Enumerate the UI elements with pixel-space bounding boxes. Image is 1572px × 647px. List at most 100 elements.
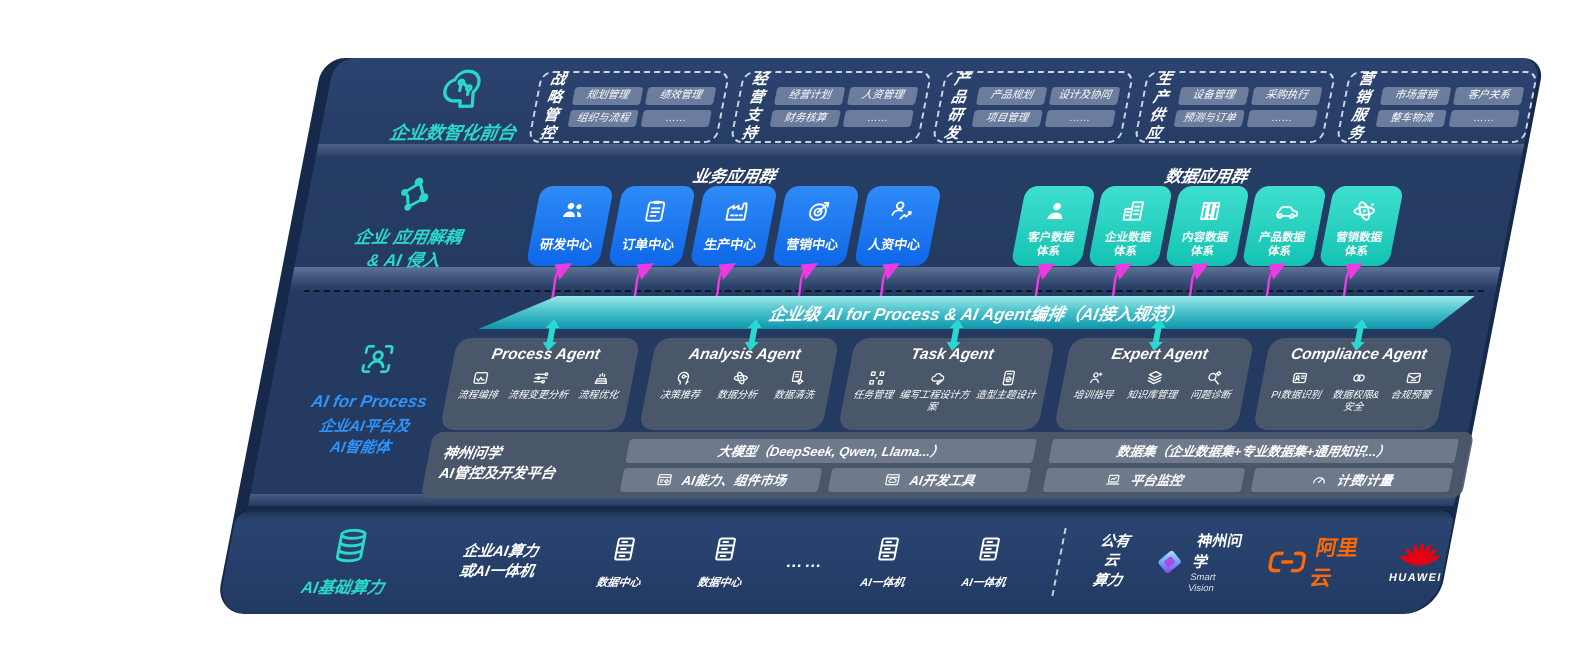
capability-pill: 采购执行 — [1250, 86, 1323, 105]
server-icon — [979, 537, 1001, 560]
target-icon — [808, 201, 829, 221]
data-group-title: 数据应用群 — [1163, 168, 1250, 186]
capability-pill: 客户关系 — [1452, 86, 1525, 105]
agent-item: 数据权限& 安全 — [1329, 369, 1384, 413]
diagnosis-icon — [1208, 370, 1222, 385]
data-analysis-atom-icon — [733, 371, 748, 385]
up-down-arrow-icon — [946, 319, 964, 351]
group-strategy: 战略 管控 规划管理 绩效管理 组织与流程 …… — [527, 71, 731, 143]
vendor-name: 神州问学 — [1191, 533, 1244, 571]
group-label: 产品 研发 — [942, 71, 972, 142]
decision-head-icon — [677, 371, 689, 385]
theme-design-icon — [1002, 370, 1016, 386]
capability-pill: 规划管理 — [571, 86, 644, 105]
application-band: 企业 应用解耦 & AI 侵入 业务应用群 研发中心 订单中心 — [289, 158, 1522, 293]
agent-panel-task: Task Agent 任务管理 编写工程设计方案 造型主题设计 — [837, 338, 1056, 430]
up-down-arrow-icon — [744, 319, 762, 351]
cell-label: 平台监控 — [1129, 473, 1184, 488]
capability-pill: …… — [1246, 109, 1318, 128]
dataset-bar: 数据集（企业数据集+专业数据集+通用知识...） — [1047, 438, 1460, 463]
agent-item: 任务管理 — [850, 369, 899, 413]
agent-item-label: 流程编排 — [456, 390, 499, 401]
front-stage-groups: 战略 管控 规划管理 绩效管理 组织与流程 …… 经营 支持 经营计划 人资管理… — [527, 71, 1539, 143]
agent-item-label: 造型主题设计 — [974, 390, 1037, 401]
up-down-arrow-icon — [542, 319, 560, 351]
node-label: 数据中心 — [595, 576, 642, 589]
agent-row: Process Agent 流程编排 流程变更分析 流程优化 Analysis … — [439, 338, 1454, 430]
card-label: 产品数据 体系 — [1257, 232, 1307, 258]
server-icon — [878, 537, 900, 560]
capability-pill: 项目管理 — [971, 109, 1043, 128]
agent-item: 知识库管理 — [1126, 369, 1182, 402]
id-card-icon — [1292, 372, 1307, 384]
group-label: 营销 服务 — [1346, 71, 1376, 142]
window-gear-icon — [657, 473, 673, 485]
data-cleansing-icon — [791, 370, 804, 385]
card-label: 人资中心 — [866, 237, 922, 252]
agent-item-label: 流程变更分析 — [506, 390, 569, 401]
group-production-supply: 生产 供应 设备管理 采购执行 预测与订单 …… — [1133, 71, 1337, 143]
capability-pill: …… — [1448, 109, 1520, 128]
knowledge-layers-icon — [1148, 370, 1163, 385]
agent-item: 问题诊断 — [1189, 369, 1235, 402]
ai-appliance-node: AI一体机 — [944, 535, 1032, 590]
infrastructure-band: AI基础算力 企业AI算力 或AI一体机 数据中心 数据中心 …… AI一体机 … — [216, 510, 1456, 614]
capability-pill: 人资管理 — [846, 86, 919, 105]
agent-item-label: 任务管理 — [851, 390, 895, 401]
agent-item: 数据清洗 — [773, 369, 819, 402]
card-marketing-data: 营销数据 体系 — [1318, 186, 1405, 266]
building-icon — [1122, 201, 1145, 221]
huawei-flower-icon — [1399, 543, 1440, 566]
architecture-diagram: 企业数智化前台 战略 管控 规划管理 绩效管理 组织与流程 …… 经营 支持 经… — [214, 58, 1555, 614]
group-label: 经营 支持 — [740, 71, 770, 142]
agent-panel-compliance: Compliance Agent PI数据识别 数据权限& 安全 合规预警 — [1252, 338, 1454, 430]
agent-item-label: 知识库管理 — [1125, 390, 1178, 401]
agent-item: 决策推荐 — [659, 369, 705, 402]
app-layer-header: 企业 应用解耦 & AI 侵入 — [315, 174, 506, 273]
dashed-divider — [1051, 528, 1067, 596]
business-group-title: 业务应用群 — [691, 168, 778, 186]
dataset-group: 数据集（企业数据集+专业数据集+通用知识...） 平台监控 计费/计量 — [1042, 438, 1460, 492]
capability-pill: …… — [1044, 109, 1116, 128]
business-card-row: 研发中心 订单中心 生产中心 — [525, 186, 952, 266]
brain-circuit-icon — [443, 69, 482, 108]
enterprise-compute-label: 企业AI算力 或AI一体机 — [457, 542, 540, 580]
server-icon — [715, 537, 737, 560]
ribbon-label: 企业级 AI for Process & AI Agent编排（AI接入规范） — [767, 305, 1186, 324]
capability-pill: 绩效管理 — [644, 86, 717, 105]
agent-item-label: 数据权限& 安全 — [1331, 390, 1381, 413]
agent-item-label: 数据分析 — [715, 390, 758, 401]
vendor-name: HUAWEI — [1387, 572, 1444, 584]
capability-pill: …… — [640, 109, 712, 128]
capability-pill: …… — [842, 109, 914, 128]
order-icon — [644, 200, 665, 222]
agent-panel-process: Process Agent 流程编排 流程变更分析 流程优化 — [439, 338, 641, 430]
cloud-design-icon — [931, 373, 945, 386]
card-label: 营销数据 体系 — [1334, 232, 1384, 258]
vendor-name: 阿里云 — [1308, 537, 1361, 590]
customer-icon — [1047, 202, 1063, 220]
capability-pill: 产品规划 — [975, 86, 1048, 105]
card-production-center: 生产中心 — [689, 186, 779, 266]
cell-label: 计费/计量 — [1335, 473, 1395, 488]
card-label: 内容数据 体系 — [1180, 232, 1230, 258]
scan-person-icon — [361, 344, 394, 374]
car-icon — [1276, 206, 1299, 219]
card-label: 客户数据 体系 — [1026, 232, 1076, 258]
card-enterprise-data: 企业数据 体系 — [1087, 186, 1174, 266]
front-stage-title: 企业数智化前台 — [387, 123, 518, 143]
molecule-icon — [401, 177, 429, 211]
model-group: 大模型（DeepSeek, Qwen, Llama...） AI能力、组件市场 … — [619, 438, 1037, 492]
public-cloud-label: 公有云 算力 — [1091, 533, 1132, 589]
ai-appliance-node: AI一体机 — [843, 535, 931, 590]
books-icon — [1200, 201, 1221, 221]
capability-pill: 市场营销 — [1379, 86, 1452, 105]
agent-item-label: 决策推荐 — [658, 390, 701, 401]
smart-vision-logo: 神州问学 Smart Vision — [1148, 530, 1251, 594]
agent-item: 合规预警 — [1387, 369, 1436, 413]
agent-item-label: PI数据识别 — [1270, 390, 1322, 401]
node-label: AI一体机 — [859, 576, 906, 589]
card-label: 研发中心 — [538, 237, 594, 252]
cell-billing: 计费/计量 — [1250, 467, 1454, 492]
card-product-data: 产品数据 体系 — [1241, 186, 1328, 266]
